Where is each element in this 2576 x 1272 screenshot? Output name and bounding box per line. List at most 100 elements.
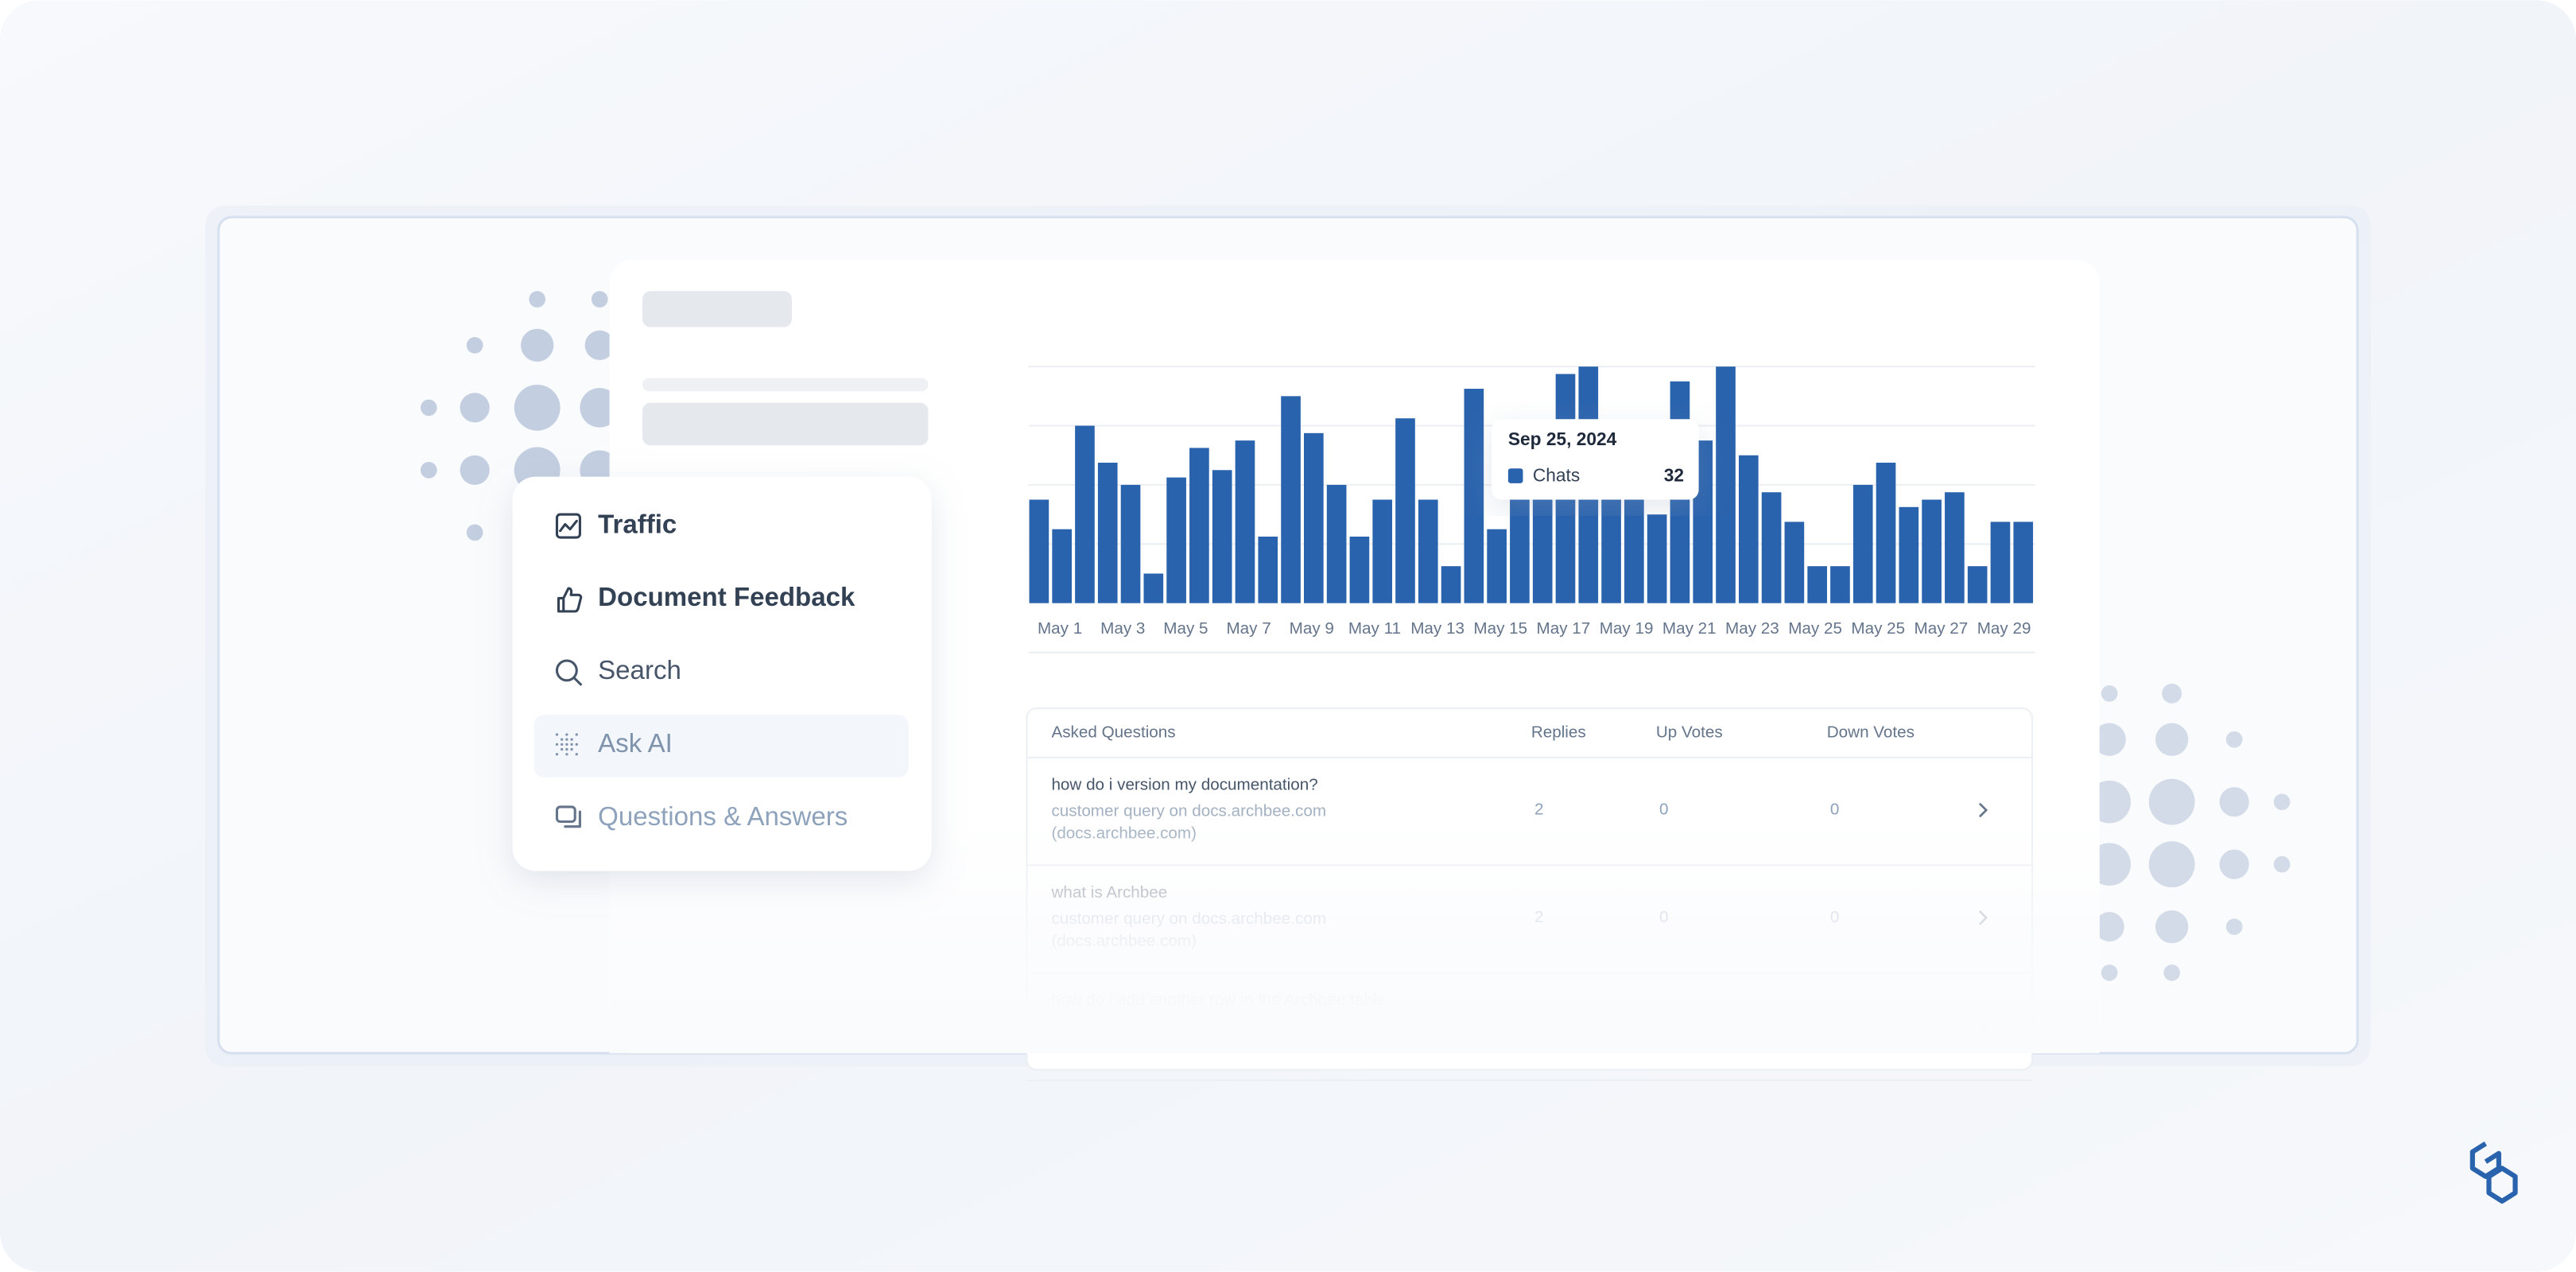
bar [1395,418,1415,603]
dot [2225,731,2243,748]
cell: 0 [1659,800,1669,818]
icon-dot [570,747,573,751]
icon-dot [555,753,559,756]
x-tick-label: May 25 [1851,619,1905,638]
bar [1143,573,1164,603]
bar [1990,522,2011,603]
dot [420,461,437,479]
dot [2162,683,2182,704]
tooltip-series: Chats [1533,465,1580,486]
logo [2469,1141,2501,1179]
dot [2273,855,2291,873]
menu-highlight [533,715,909,778]
dot [2101,964,2118,981]
tooltip-swatch [1507,468,1523,483]
bar [1418,499,1438,603]
icon-feedback [557,587,583,613]
x-tick-label: May 25 [1788,619,1842,638]
bar [1876,463,1896,603]
menu-item[interactable]: Document Feedback [598,583,855,612]
x-tick-label: May 13 [1410,619,1465,638]
dot [2101,684,2118,702]
dot [514,384,561,431]
x-tick-label: May 29 [1977,619,2031,638]
bar [1212,470,1232,603]
menu-item[interactable]: Questions & Answers [598,802,848,832]
tooltip-title: Sep 25, 2024 [1508,429,1617,449]
row-chevron [1978,802,1988,818]
icon-dot [575,753,578,756]
bar [1441,566,1461,603]
icon-ask-ai [555,733,578,756]
bar [1166,477,1186,603]
icon-traffic [555,513,581,539]
bar [1922,499,1942,603]
icon-dot [555,743,559,747]
bar [1372,499,1393,603]
x-tick-label: May 19 [1600,619,1654,638]
x-tick-label: May 21 [1662,619,1717,638]
bar [1304,432,1324,603]
icon-dot [555,733,559,736]
dot [2093,723,2126,756]
x-tick-label: May 9 [1290,619,1334,638]
menu-item[interactable]: Ask AI [598,729,673,758]
icon-dot [561,747,564,751]
bar [1899,506,1919,603]
dot [460,393,490,423]
table-header: Down Votes [1827,723,1915,741]
skeleton [642,378,929,392]
dot [460,455,490,485]
dot [2155,723,2189,756]
dot [2273,793,2291,811]
menu-card: Traffic Document Feedback Search Ask AI Ques… [512,476,932,871]
x-tick-label: May 11 [1348,619,1401,638]
bar [1258,536,1278,603]
bar [1716,366,1736,603]
tooltip-value: 32 [1664,465,1684,486]
x-tick-label: May 1 [1038,619,1082,638]
icon-dot [575,733,578,736]
icon-dot [561,738,564,741]
dot [584,330,615,360]
x-tick-label: May 27 [1915,619,1969,638]
dot [2155,910,2189,944]
bar [1326,484,1347,603]
table-header: Asked Questions [1051,723,1175,741]
cell: 0 [1830,800,1840,818]
x-tick-label: May 3 [1100,619,1145,638]
skeleton [642,402,929,446]
bar [1738,455,1759,603]
menu-item[interactable]: Search [598,656,681,685]
logo [2486,1165,2518,1204]
dot [466,336,483,354]
dot [466,524,483,541]
icon-dot [575,743,578,747]
menu-item[interactable]: Traffic [598,510,677,539]
bar [1487,529,1507,603]
bar [1647,514,1667,603]
dot [529,291,546,308]
bar [1830,566,1850,603]
bar [1052,529,1072,603]
icon-chat [555,805,581,828]
chart: May 1 May 3 May 5 May 7 May 9 May 11 May 13 May… [1028,366,2036,653]
bar [1464,389,1484,603]
x-tick-label: May 17 [1537,619,1591,638]
bar [2013,522,2034,603]
dot [2163,964,2181,981]
bar [1967,566,1988,603]
dot [2094,912,2124,942]
x-tick-label: May 7 [1226,619,1271,638]
cell: 2 [1534,800,1544,818]
icon-dot [565,747,568,751]
dot [521,328,554,362]
bar [1097,463,1118,603]
dot [2225,918,2243,936]
dot [591,291,608,308]
bar [1075,425,1095,603]
bar [1510,492,1530,603]
table-header: Replies [1531,723,1586,741]
